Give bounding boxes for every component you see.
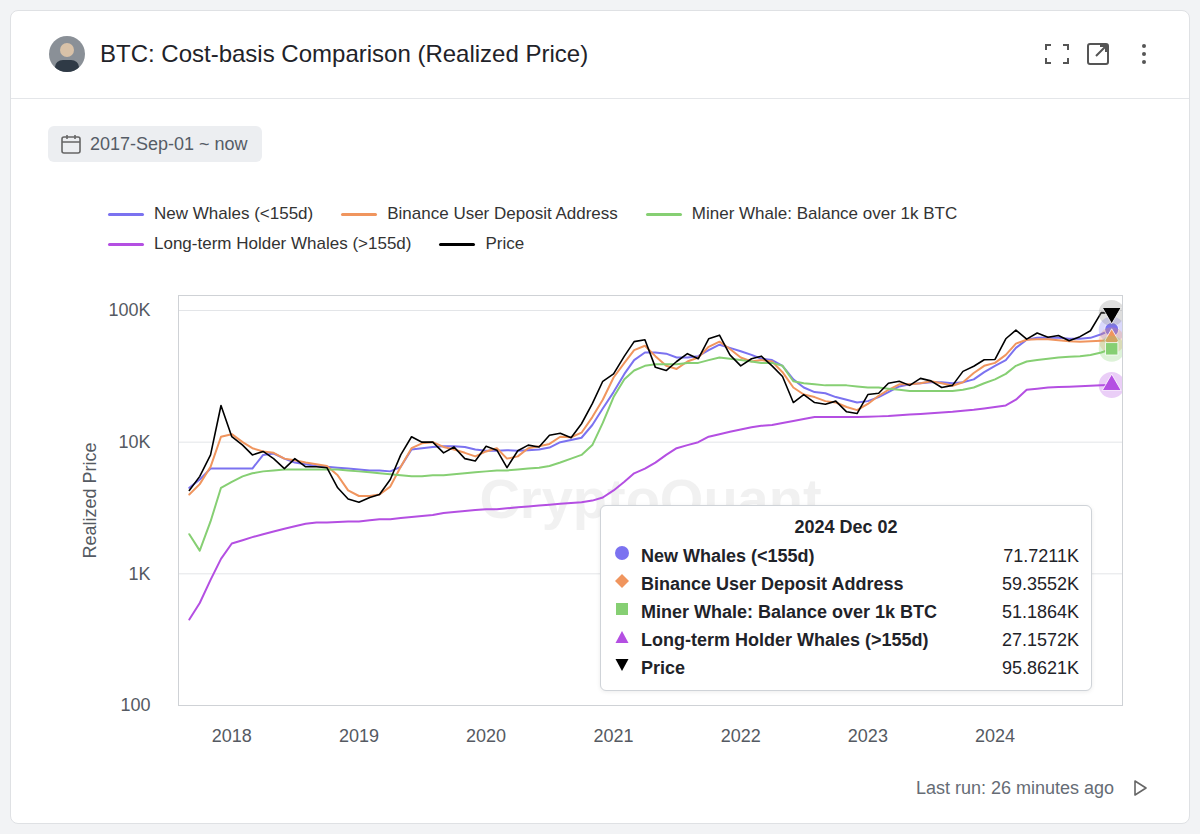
svg-text:2018: 2018 [212, 726, 252, 746]
html-text:2017-Sep-01 ~ now: 2017-Sep-01 ~ now [90, 133, 248, 154]
html-text:27.1572K: 27.1572K [1001, 630, 1079, 650]
svg-text:CryptoQuant: CryptoQuant [479, 467, 822, 531]
svg-text:100K: 100K [108, 300, 150, 320]
svg-text:2022: 2022 [721, 726, 761, 746]
html-text:59.3552K: 59.3552K [1001, 574, 1079, 594]
html-text:Long-term Holder Whales (>155d: Long-term Holder Whales (>155d) [641, 630, 929, 650]
html-text:71.7211K: 71.7211K [1003, 546, 1079, 566]
html-text:2024 Dec 02: 2024 Dec 02 [794, 517, 898, 537]
svg-text:2021: 2021 [594, 726, 634, 746]
html-text:Long-term Holder Whales (>155d: Long-term Holder Whales (>155d) [154, 234, 412, 253]
html-text:51.1864K: 51.1864K [1001, 602, 1079, 622]
svg-text:1K: 1K [128, 564, 150, 584]
svg-text:2020: 2020 [466, 726, 506, 746]
html-text:Price: Price [641, 658, 685, 678]
html-text:Binance User Deposit Address: Binance User Deposit Address [641, 574, 904, 594]
html-text:Miner Whale: Balance over 1k B: Miner Whale: Balance over 1k BTC [691, 204, 958, 223]
html-text:Miner Whale: Balance over 1k B: Miner Whale: Balance over 1k BTC [641, 602, 938, 622]
svg-text:2019: 2019 [339, 726, 379, 746]
html-text:95.8621K: 95.8621K [1001, 658, 1079, 678]
svg-text:10K: 10K [118, 432, 150, 452]
svg-text:2024: 2024 [975, 726, 1015, 746]
svg-text:2023: 2023 [848, 726, 888, 746]
html-text:Price: Price [485, 234, 525, 253]
html-text:New Whales (<155d): New Whales (<155d) [641, 546, 815, 566]
svg-text:Realized Price: Realized Price [80, 442, 100, 558]
html-text:New Whales (<155d): New Whales (<155d) [154, 204, 314, 223]
html-text:Last run: 26 minutes ago: Last run: 26 minutes ago [915, 778, 1114, 798]
html-text:Binance User Deposit Address: Binance User Deposit Address [387, 204, 618, 223]
html-text:BTC: Cost-basis Comparison (Re: BTC: Cost-basis Comparison (Realized Pri… [100, 40, 589, 67]
svg-text:100: 100 [120, 695, 150, 715]
